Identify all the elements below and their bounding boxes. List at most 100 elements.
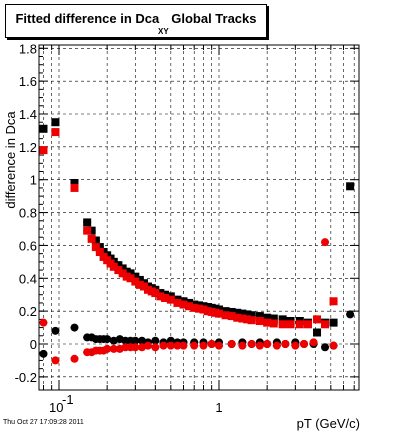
chart-title-text: Fitted difference in Dca [15,11,160,26]
data-point-square [255,317,264,325]
data-point-square [214,309,223,318]
data-point-square [278,315,287,324]
data-point-square [114,261,123,270]
x-axis-label: pT (GeV/c) [297,416,360,431]
data-point-square [39,124,48,133]
data-point-square [269,319,278,328]
axis-ticks: -0.2 0 0.2 0.4 0.6 0.8 1 1.2 1.4 1.6 1.8 10-1 1 [15,41,359,415]
plot-frame [38,44,360,391]
data-point-square [263,313,272,322]
data-point-circle [272,341,281,350]
data-point-circle [70,354,79,363]
data-point-square [118,269,127,278]
data-point-circle [109,336,118,345]
y-tick-label: -0.2 [15,370,37,385]
data-point-square [109,262,118,271]
data-point-square [135,275,144,284]
data-point-square [329,297,338,306]
data-point-circle [179,341,188,350]
data-point-square [173,298,182,307]
y-tick-label: 0.4 [19,271,37,286]
data-point-square [131,277,140,286]
data-points [39,118,355,365]
data-point-circle [227,340,236,348]
chart-title-suffix: Global Tracks [171,11,257,26]
data-point-square [313,315,322,324]
data-point-square [131,272,140,281]
data-point-square [247,311,256,320]
data-point-circle [103,335,112,344]
data-point-square [269,314,278,323]
data-point-square [233,313,242,322]
data-point-square [126,274,135,283]
y-tick-label: 1.4 [19,107,37,122]
data-point-circle [151,343,160,352]
data-point-square [161,294,170,302]
data-point-square [70,179,79,187]
data-point-circle [207,340,216,348]
data-point-square [83,226,92,235]
data-point-square [233,308,242,317]
data-point-square [39,146,48,155]
chart-title-box: Fitted difference in Dca Global Tracks XY [5,4,267,38]
data-point-circle [247,340,256,348]
data-point-square [313,328,322,337]
data-point-square [243,310,252,319]
data-point-square [185,302,194,311]
data-point-square [238,314,247,323]
data-point-circle [309,338,318,347]
data-point-square [329,318,338,327]
data-point-circle [300,340,309,348]
data-point-square [243,315,252,324]
data-point-square [70,183,79,192]
data-point-circle [199,341,208,350]
data-point-circle [151,336,160,345]
y-axis-label: difference in Dca [3,111,18,209]
data-point-square [247,316,256,325]
data-point-square [83,218,92,227]
data-point-square [263,318,272,327]
chart-title: Fitted difference in Dca Global Tracks [6,11,266,26]
data-point-circle [109,344,118,353]
y-tick-label: 1.8 [19,41,37,56]
data-point-circle [173,341,182,350]
data-point-circle [291,341,300,350]
data-point-square [190,303,199,312]
data-point-circle [143,341,152,350]
data-point-square [135,280,144,289]
data-point-square [238,309,247,318]
data-point-circle [190,341,199,350]
x-tick-label: 1 [215,400,222,415]
y-tick-label: 1.2 [19,140,37,155]
data-point-square [195,304,203,313]
data-point-square [91,236,100,245]
data-point-square [286,320,295,329]
data-point-circle [166,341,175,350]
y-tick-label: 0.8 [19,206,37,221]
data-point-square [221,307,230,316]
y-tick-label: 1.6 [19,74,37,89]
data-point-square [51,118,60,127]
data-point-square [179,300,188,309]
data-point-circle [70,323,79,332]
data-point-square [87,226,96,235]
data-point-circle [214,341,223,350]
chart-title-subscript: XY [158,27,169,36]
data-point-square [151,289,160,298]
data-point-circle [51,356,60,365]
data-point-square [295,320,304,329]
data-point-circle [329,341,338,350]
y-tick-label: 0 [30,337,37,352]
data-point-square [87,234,96,243]
data-point-square [227,312,236,321]
data-point-circle [263,340,272,348]
data-point-circle [137,343,146,352]
data-point-square [156,292,165,301]
data-point-square [166,295,175,304]
data-point-square [95,248,104,256]
timestamp: Thu Oct 27 17:09:28 2011 [3,419,84,426]
data-point-square [255,312,264,321]
data-point-circle [321,238,330,247]
data-point-circle [346,310,355,319]
